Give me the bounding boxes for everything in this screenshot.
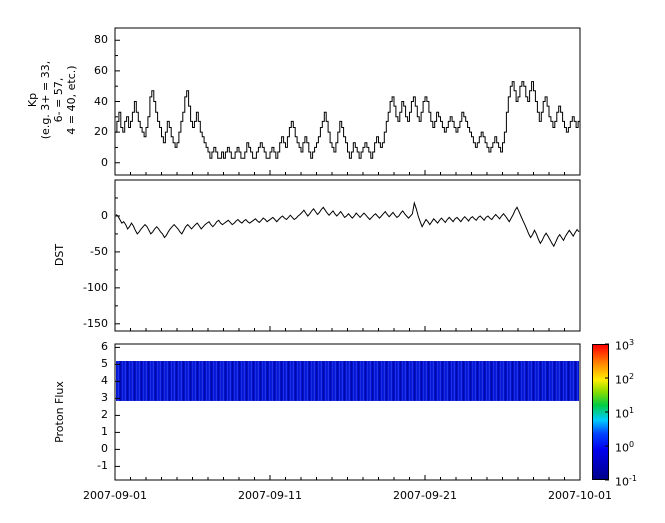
dst-series <box>115 201 580 248</box>
proton-flux-band <box>116 361 579 401</box>
dst-frame <box>114 179 581 332</box>
kp-series <box>115 81 580 159</box>
